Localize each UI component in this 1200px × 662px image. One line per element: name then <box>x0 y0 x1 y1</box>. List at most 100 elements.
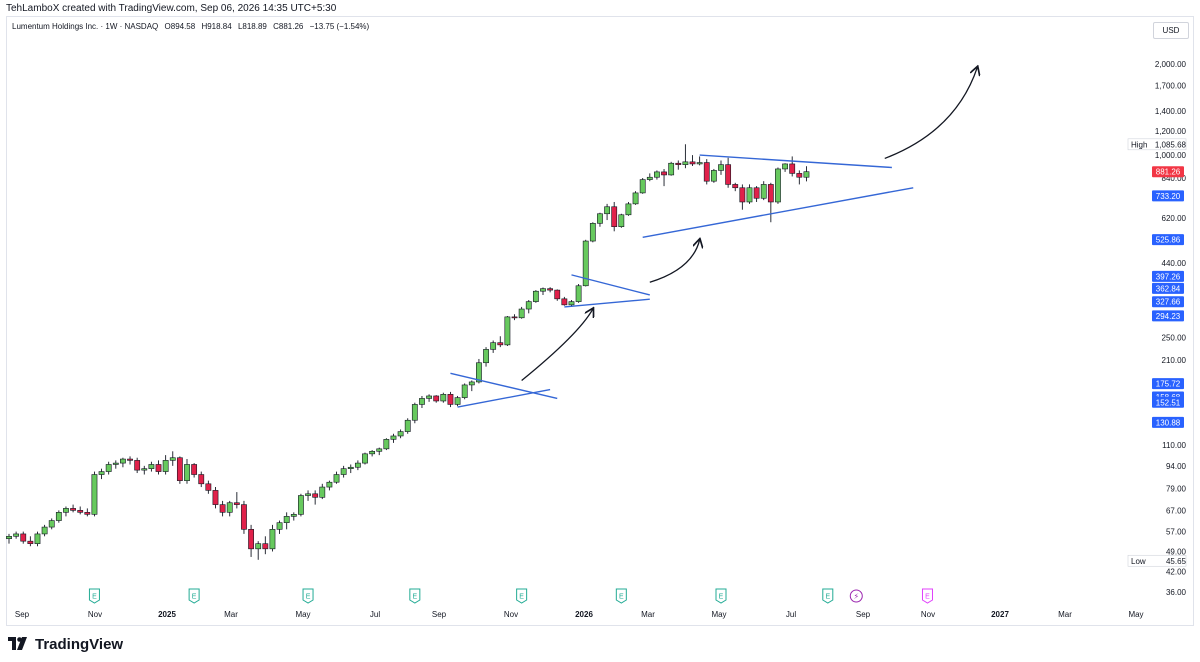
earnings-marker-icon[interactable]: E <box>188 588 200 604</box>
candle-body <box>141 468 148 471</box>
price-tick: 1,000.00 <box>1155 151 1187 160</box>
pennant-2-lower[interactable] <box>564 298 650 308</box>
candle <box>468 380 475 392</box>
triangle-upper[interactable] <box>699 154 892 169</box>
candle-body <box>461 384 468 398</box>
candle-body <box>775 168 781 203</box>
candle-body <box>426 395 432 399</box>
candle-body <box>796 173 803 178</box>
arrow-1[interactable] <box>521 309 593 381</box>
dividend-marker-icon[interactable]: ⚡ <box>849 589 863 603</box>
candle <box>490 340 497 353</box>
chart-frame[interactable] <box>6 16 1194 626</box>
time-tick: Jul <box>786 610 796 619</box>
candle-body <box>233 502 240 505</box>
candle <box>433 395 440 403</box>
candle <box>70 504 76 513</box>
candle-body <box>105 464 112 472</box>
candle-body <box>169 457 176 461</box>
candle-body <box>782 163 788 170</box>
candle-body <box>468 381 475 386</box>
candle-body <box>98 471 105 475</box>
candle-body <box>333 474 340 483</box>
candle <box>532 290 539 303</box>
earnings-marker-icon[interactable]: E <box>409 588 421 604</box>
candle <box>518 306 525 319</box>
events-layer: E E E E E E E E ⚡ E <box>88 588 933 604</box>
candle-body <box>34 533 41 544</box>
arrow-3[interactable] <box>884 67 978 160</box>
candle-body <box>454 397 461 405</box>
earnings-marker-icon[interactable]: E <box>302 588 314 604</box>
price-tick: 57.00 <box>1166 528 1187 537</box>
candle <box>732 182 739 192</box>
last-price-text: 881.26 <box>1156 168 1181 177</box>
candle-body <box>383 439 390 450</box>
candle-body <box>682 161 689 165</box>
trendlines-layer <box>450 154 914 408</box>
arrow-2[interactable] <box>649 240 700 283</box>
currency-button[interactable]: USD <box>1153 22 1189 39</box>
earnings-marker-icon[interactable]: E <box>715 588 727 604</box>
candle-body <box>404 419 411 432</box>
candle <box>255 541 262 560</box>
high-marker: High 1,085.68 <box>1127 138 1187 151</box>
candle-body <box>191 464 198 475</box>
time-tick: Sep <box>856 610 871 619</box>
candle-body <box>226 502 233 513</box>
candle <box>383 438 390 451</box>
candle <box>447 391 454 408</box>
pennant-2-upper[interactable] <box>571 274 650 296</box>
price-label-badge: 130.88 <box>1152 416 1184 428</box>
candle-body <box>554 289 561 300</box>
legend-symbol[interactable]: Lumentum Holdings Inc. · 1W · NASDAQ <box>12 22 159 31</box>
candle <box>305 490 311 501</box>
future-earnings-marker-icon[interactable]: E <box>921 588 933 604</box>
candle <box>162 455 169 475</box>
candle-body <box>120 458 126 464</box>
event-label: E <box>519 594 524 601</box>
earnings-marker-icon[interactable]: E <box>822 588 834 604</box>
earnings-marker-icon[interactable]: E <box>516 588 528 604</box>
price-label-badge: 327.66 <box>1152 296 1184 308</box>
marker-label: High <box>1131 140 1147 149</box>
event-label: E <box>413 594 418 601</box>
earnings-marker-icon[interactable]: E <box>615 588 627 604</box>
price-axis: 2,000.00 1,700.00 1,400.00 1,200.00 1,000.00… <box>1127 60 1187 597</box>
event-label: E <box>719 594 724 601</box>
candle <box>134 457 141 474</box>
arrows-layer <box>521 67 978 381</box>
candle <box>148 461 155 472</box>
earnings-marker-icon[interactable]: E <box>88 588 100 604</box>
candle-body <box>155 464 162 472</box>
candle-body <box>504 316 511 346</box>
candle <box>205 480 212 494</box>
price-tick: 1,200.00 <box>1155 127 1187 136</box>
candle-body <box>397 431 404 437</box>
candles-layer <box>6 144 810 560</box>
candle-body <box>77 510 84 513</box>
candle-body <box>340 468 347 475</box>
candle <box>746 184 753 204</box>
legend-open: O894.58 <box>164 22 196 31</box>
candle-body <box>55 512 62 521</box>
pennant-1-lower[interactable] <box>457 388 551 408</box>
candle <box>283 512 290 530</box>
candle <box>426 394 432 402</box>
event-label: E <box>619 594 624 601</box>
candle <box>632 191 639 205</box>
price-tick: 210.00 <box>1162 356 1187 365</box>
candle-body <box>490 342 497 350</box>
triangle-lower[interactable] <box>642 187 914 238</box>
candle <box>91 471 98 517</box>
candle-body <box>326 481 333 488</box>
candle-body <box>540 288 546 292</box>
pennant-1-upper[interactable] <box>450 372 558 400</box>
time-tick: Nov <box>88 610 102 619</box>
time-tick: Sep <box>15 610 30 619</box>
candle-body <box>561 298 568 306</box>
candle-body <box>48 520 55 528</box>
candle <box>782 163 788 172</box>
candle <box>796 170 803 185</box>
